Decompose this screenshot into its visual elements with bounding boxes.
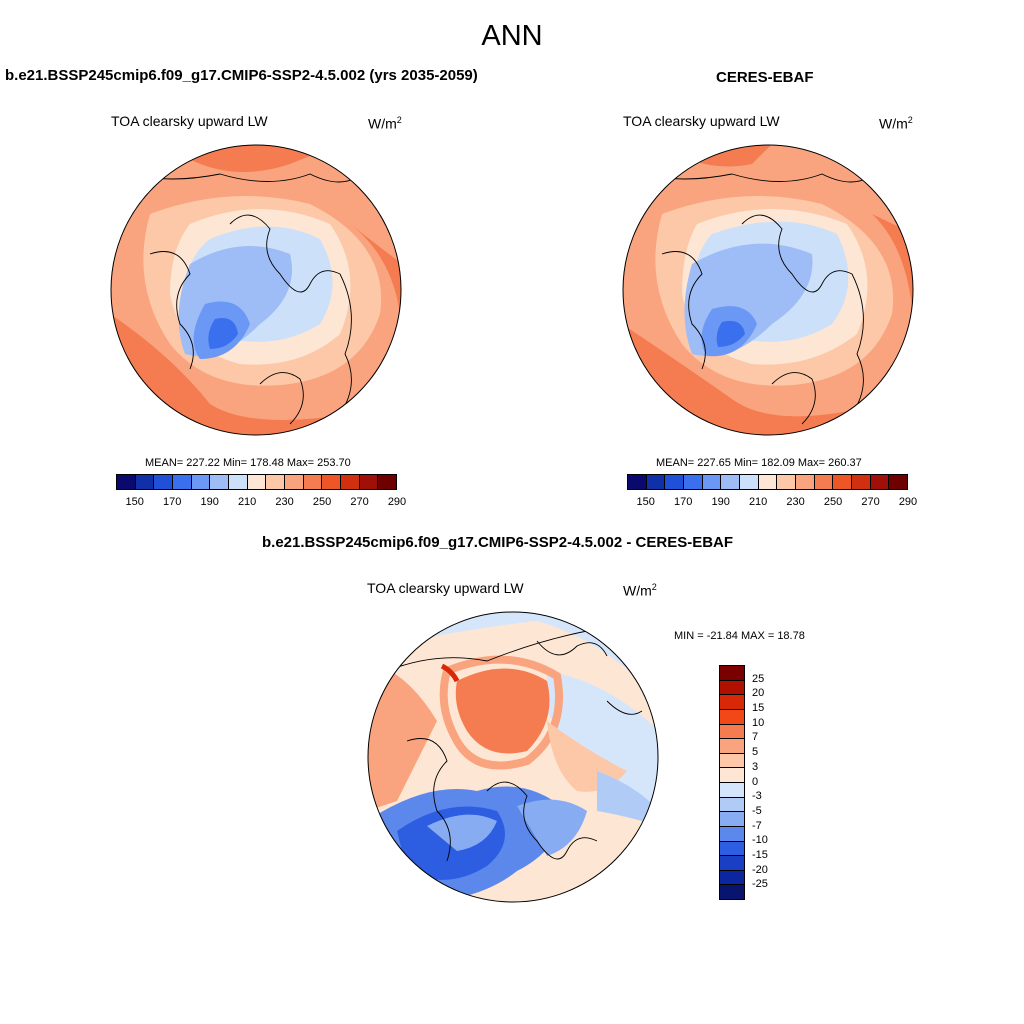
model-units-label: W/m2 <box>368 115 402 132</box>
diff-colorbar-tick-label: 25 <box>752 672 765 685</box>
obs-colorbar-swatch <box>628 475 647 489</box>
obs-variable-label: TOA clearsky upward LW <box>623 113 780 129</box>
diff-colorbar-tick-label: 20 <box>752 687 765 700</box>
diff-colorbar-tick-label: 3 <box>752 760 759 773</box>
model-stats: MEAN= 227.22 Min= 178.48 Max= 253.70 <box>145 457 351 469</box>
model-colorbar-swatch <box>173 475 192 489</box>
model-colorbar-swatch <box>191 475 211 489</box>
diff-variable-label: TOA clearsky upward LW <box>367 580 524 596</box>
model-colorbar-tick-label: 210 <box>237 496 257 508</box>
diff-colorbar-tick-label: 15 <box>752 702 765 715</box>
model-colorbar-tick-label: 170 <box>163 496 182 508</box>
diff-colorbar-tick-label: 7 <box>752 731 759 744</box>
model-colorbar-tick-label: 270 <box>350 496 369 508</box>
model-colorbar-tick-label: 250 <box>312 496 332 508</box>
model-variable-label: TOA clearsky upward LW <box>111 113 268 129</box>
diff-colorbar-swatch <box>720 885 744 899</box>
diff-colorbar-swatch <box>720 768 744 783</box>
obs-colorbar-tick-label: 170 <box>674 496 693 508</box>
obs-units-label: W/m2 <box>879 115 913 132</box>
obs-colorbar-swatch <box>702 475 722 489</box>
model-colorbar-swatch <box>266 475 286 489</box>
diff-colorbar-tick-label: 5 <box>752 746 759 759</box>
diff-colorbar-swatch <box>720 870 744 886</box>
diff-colorbar-tick-label: -7 <box>752 819 762 832</box>
diff-colorbar-tick-label: 10 <box>752 716 765 729</box>
obs-colorbar-tick-label: 150 <box>636 496 655 508</box>
model-colorbar-ticks: 150 170 190 210 230 250 270 290 <box>116 496 407 510</box>
obs-colorbar-tick-label: 230 <box>786 496 805 508</box>
obs-colorbar-swatch <box>646 475 666 489</box>
diff-colorbar-tick-label: -10 <box>752 834 768 847</box>
diff-colorbar-swatch <box>720 826 744 842</box>
obs-colorbar-swatch <box>870 475 890 489</box>
diff-colorbar-swatch <box>720 783 744 798</box>
model-colorbar-swatch <box>154 475 174 489</box>
diff-colorbar-tick-label: -20 <box>752 863 768 876</box>
model-panel-title: b.e21.BSSP245cmip6.f09_g17.CMIP6-SSP2-4.… <box>5 67 478 84</box>
obs-colorbar-swatch <box>777 475 797 489</box>
diff-colorbar-swatch <box>720 695 744 710</box>
obs-polar-map <box>622 144 914 436</box>
obs-colorbar-tick-label: 250 <box>823 496 843 508</box>
model-colorbar-swatch <box>135 475 155 489</box>
model-colorbar-tick-label: 190 <box>200 496 219 508</box>
obs-colorbar-ticks: 150 170 190 210 230 250 270 290 <box>627 496 918 510</box>
model-colorbar-swatch <box>378 475 397 489</box>
diff-colorbar-swatch <box>720 680 744 696</box>
obs-colorbar-swatch <box>814 475 834 489</box>
diff-panel-title: b.e21.BSSP245cmip6.f09_g17.CMIP6-SSP2-4.… <box>262 534 734 551</box>
diff-colorbar-tick-label: -3 <box>752 790 762 803</box>
model-colorbar-swatch <box>229 475 248 489</box>
obs-colorbar-swatch <box>833 475 853 489</box>
obs-panel-title: CERES-EBAF <box>716 69 814 86</box>
obs-colorbar-swatch <box>889 475 908 489</box>
model-colorbar <box>116 474 397 490</box>
diff-colorbar <box>719 665 745 900</box>
model-colorbar-swatch <box>359 475 379 489</box>
diff-colorbar-swatch <box>720 739 744 754</box>
diff-colorbar-swatch <box>720 709 744 725</box>
obs-colorbar-swatch <box>740 475 759 489</box>
obs-colorbar-swatch <box>721 475 741 489</box>
obs-colorbar-tick-label: 290 <box>898 496 918 508</box>
diff-colorbar-tick-label: -25 <box>752 878 768 891</box>
diff-colorbar-ticks: 25 20 15 10 7 5 3 0 -3 -5 -7 -10 -15 -20 -25 <box>752 665 792 900</box>
model-colorbar-swatch <box>303 475 323 489</box>
obs-colorbar <box>627 474 908 490</box>
obs-colorbar-swatch <box>665 475 685 489</box>
diff-colorbar-tick-label: -5 <box>752 804 762 817</box>
obs-stats: MEAN= 227.65 Min= 182.09 Max= 260.37 <box>656 457 862 469</box>
model-colorbar-swatch <box>285 475 304 489</box>
model-colorbar-swatch <box>247 475 267 489</box>
obs-colorbar-swatch <box>684 475 703 489</box>
obs-colorbar-swatch <box>758 475 778 489</box>
diff-colorbar-swatch <box>720 797 744 813</box>
diff-colorbar-swatch <box>720 724 744 740</box>
obs-colorbar-tick-label: 270 <box>861 496 880 508</box>
model-colorbar-tick-label: 150 <box>125 496 144 508</box>
diff-stats: MIN = -21.84 MAX = 18.78 <box>674 630 805 642</box>
diff-polar-map <box>367 611 659 903</box>
diff-colorbar-swatch <box>720 753 744 769</box>
model-colorbar-tick-label: 230 <box>275 496 294 508</box>
main-title: ANN <box>481 20 543 52</box>
diff-colorbar-swatch <box>720 666 744 681</box>
obs-colorbar-swatch <box>852 475 871 489</box>
obs-colorbar-tick-label: 210 <box>748 496 768 508</box>
diff-colorbar-swatch <box>720 841 744 857</box>
model-colorbar-tick-label: 290 <box>387 496 407 508</box>
diff-colorbar-swatch <box>720 856 744 871</box>
diff-units-label: W/m2 <box>623 582 657 599</box>
model-colorbar-swatch <box>341 475 360 489</box>
diff-colorbar-tick-label: -15 <box>752 848 768 861</box>
model-colorbar-swatch <box>117 475 136 489</box>
model-colorbar-swatch <box>322 475 342 489</box>
diff-colorbar-swatch <box>720 812 744 827</box>
obs-colorbar-tick-label: 190 <box>711 496 730 508</box>
diff-colorbar-tick-label: 0 <box>752 775 759 788</box>
model-colorbar-swatch <box>210 475 230 489</box>
model-polar-map <box>110 144 402 436</box>
obs-colorbar-swatch <box>796 475 815 489</box>
